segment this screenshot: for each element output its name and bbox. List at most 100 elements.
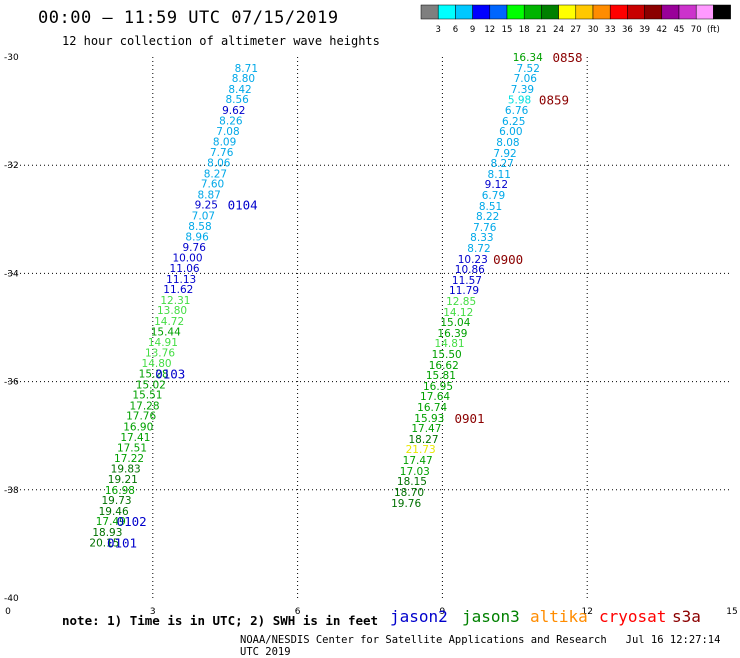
wave-height-label: 21.73 xyxy=(406,444,436,456)
wave-height-label: 10.00 xyxy=(172,253,202,265)
wave-height-label: 11.13 xyxy=(166,274,196,286)
color-scale-label: 45 xyxy=(674,25,685,35)
wave-height-label: 16.62 xyxy=(429,360,459,372)
y-tick-label: -40 xyxy=(4,594,19,604)
wave-height-label: 7.06 xyxy=(514,73,538,85)
wave-height-label: 16.74 xyxy=(417,402,447,414)
wave-height-label: 17.03 xyxy=(400,466,430,478)
wave-height-label: 10.23 xyxy=(458,254,488,266)
wave-height-label: 20.15 xyxy=(89,537,119,549)
wave-height-label: 8.08 xyxy=(496,137,519,149)
wave-height-label: 19.46 xyxy=(99,506,129,518)
pass-time-label: 0103 xyxy=(155,366,185,381)
y-tick-label: -38 xyxy=(4,486,19,496)
color-scale-swatch xyxy=(695,4,714,20)
wave-height-label: 8.51 xyxy=(479,201,502,213)
wave-height-label: 15.02 xyxy=(136,379,166,391)
color-scale-label: 6 xyxy=(453,25,458,35)
wave-height-label: 11.57 xyxy=(452,275,482,287)
wave-height-label: 7.39 xyxy=(511,84,534,96)
wave-height-label: 18.27 xyxy=(408,434,438,446)
y-tick-label: -32 xyxy=(4,161,19,171)
chart-title: 00:00 – 11:59 UTC 07/15/2019 xyxy=(38,8,339,28)
wave-height-label: 16.90 xyxy=(123,422,153,434)
wave-height-label: 6.76 xyxy=(505,105,529,117)
wave-height-label: 15.51 xyxy=(132,390,162,402)
wave-height-label: 7.76 xyxy=(210,147,234,159)
wave-height-label: 14.72 xyxy=(154,316,184,328)
wave-height-label: 14.91 xyxy=(148,337,178,349)
wave-height-label: 8.96 xyxy=(185,232,209,244)
wave-height-label: 8.27 xyxy=(490,158,513,170)
color-scale-label: 15 xyxy=(502,25,513,35)
wave-height-label: 9.62 xyxy=(222,105,245,117)
wave-height-label: 14.12 xyxy=(443,307,473,319)
color-scale-swatch xyxy=(592,4,611,20)
wave-height-label: 11.79 xyxy=(449,285,479,297)
wave-height-label: 8.80 xyxy=(232,73,255,85)
color-scale-label: 12 xyxy=(484,25,495,35)
wave-height-label: 10.86 xyxy=(455,264,485,276)
wave-height-label: 8.09 xyxy=(213,136,236,148)
y-tick-label: -36 xyxy=(4,378,19,388)
wave-height-label: 13.76 xyxy=(145,347,175,359)
wave-height-label: 9.76 xyxy=(183,242,207,254)
color-scale-swatch xyxy=(713,4,731,20)
pass-time-label: 0901 xyxy=(454,411,484,426)
wave-height-label: 15.04 xyxy=(440,317,470,329)
pass-time-label: 0900 xyxy=(493,252,523,267)
wave-height-label: 5.98 xyxy=(508,95,531,107)
wave-height-label: 15.81 xyxy=(426,370,456,382)
wave-height-label: 7.76 xyxy=(473,222,497,234)
color-scale-swatch xyxy=(472,4,491,20)
color-scale-label: 39 xyxy=(639,25,650,35)
color-scale-swatch xyxy=(627,4,645,20)
wave-height-label: 18.93 xyxy=(92,527,122,539)
wave-height-label: 7.60 xyxy=(201,179,224,191)
wave-height-label: 13.80 xyxy=(157,305,187,317)
wave-height-label: 17.47 xyxy=(411,423,441,435)
wave-height-label: 6.25 xyxy=(502,116,525,128)
color-scale-swatch xyxy=(523,4,542,20)
wave-height-label: 19.83 xyxy=(111,464,141,476)
wave-height-label: 11.06 xyxy=(170,263,200,275)
color-scale-label: 36 xyxy=(622,25,633,35)
color-scale-swatch xyxy=(437,4,456,20)
wave-height-label: 8.06 xyxy=(207,157,231,169)
color-scale-label: 21 xyxy=(536,25,547,35)
wave-height-label: 17.41 xyxy=(120,432,150,444)
color-scale-swatch xyxy=(455,4,473,20)
y-tick-label: -30 xyxy=(4,53,19,63)
color-scale-swatch xyxy=(558,4,577,20)
satellite-legend-s3a: s3a xyxy=(672,607,701,626)
x-tick-label: 9 xyxy=(440,607,446,617)
wave-height-label: 7.07 xyxy=(192,211,215,223)
color-scale-swatch xyxy=(489,4,508,20)
color-scale-swatch xyxy=(678,4,697,20)
credit-line: NOAA/NESDIS Center for Satellite Applica… xyxy=(240,634,740,658)
wave-height-label: 8.72 xyxy=(467,243,490,255)
color-scale-label: 3 xyxy=(435,25,440,35)
satellite-legend-jason2: jason2 xyxy=(390,607,448,626)
wave-height-label: 19.73 xyxy=(102,495,132,507)
credit-text: NOAA/NESDIS Center for Satellite Applica… xyxy=(240,634,607,646)
satellite-legend-jason3: jason3 xyxy=(462,607,520,626)
color-scale-label: (ft) xyxy=(707,25,720,35)
wave-height-label: 8.27 xyxy=(204,168,227,180)
satellite-legend-altika: altika xyxy=(530,607,588,626)
wave-height-label: 6.00 xyxy=(499,126,522,138)
wave-height-label: 17.51 xyxy=(117,443,147,455)
wave-height-label: 17.28 xyxy=(129,400,159,412)
wave-height-label: 8.87 xyxy=(197,189,220,201)
color-scale-label: 33 xyxy=(605,25,616,35)
wave-height-label: 17.76 xyxy=(126,411,156,423)
wave-height-label: 14.80 xyxy=(142,358,172,370)
pass-time-label: 0859 xyxy=(539,93,569,108)
x-tick-label: 12 xyxy=(581,607,592,617)
wave-height-label: 18.70 xyxy=(394,487,424,499)
wave-height-label: 19.21 xyxy=(108,474,138,486)
wave-height-label: 8.22 xyxy=(476,211,499,223)
x-tick-label: 15 xyxy=(726,607,737,617)
wave-height-label: 8.42 xyxy=(228,84,251,96)
